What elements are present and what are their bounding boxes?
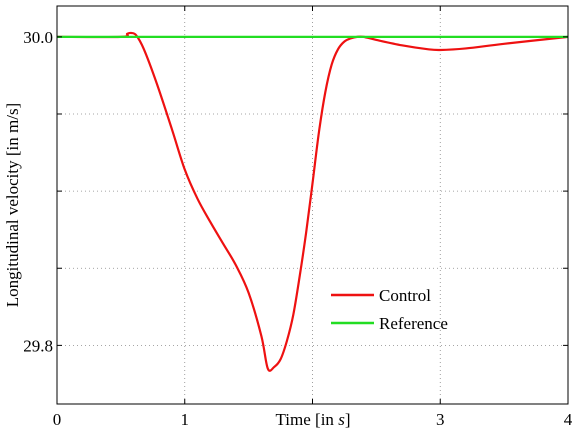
legend-label-reference: Reference — [379, 314, 448, 333]
x-tick-label: 4 — [564, 410, 573, 429]
x-axis-label: Time [in s] — [276, 410, 351, 429]
legend: Control Reference — [331, 286, 448, 333]
plot-frame — [56, 5, 569, 405]
ticks — [56, 6, 569, 404]
series-control-line — [56, 31, 569, 372]
legend-label-control: Control — [379, 286, 431, 305]
tick-labels: 0 1 3 4 29.8 30.0 — [23, 28, 573, 429]
series-layer — [56, 31, 569, 372]
x-axis-label-unit: s — [338, 410, 345, 429]
x-axis-label-pre: Time [in — [276, 410, 339, 429]
x-tick-label: 1 — [181, 410, 190, 429]
x-tick-label: 3 — [436, 410, 445, 429]
y-axis-label: Longitudinal velocity [in m/s] — [3, 103, 22, 307]
x-tick-label: 0 — [53, 410, 62, 429]
x-axis-label-post: ] — [345, 410, 351, 429]
y-tick-label: 30.0 — [23, 28, 53, 47]
grid-lines — [57, 6, 568, 404]
y-tick-label: 29.8 — [23, 336, 53, 355]
